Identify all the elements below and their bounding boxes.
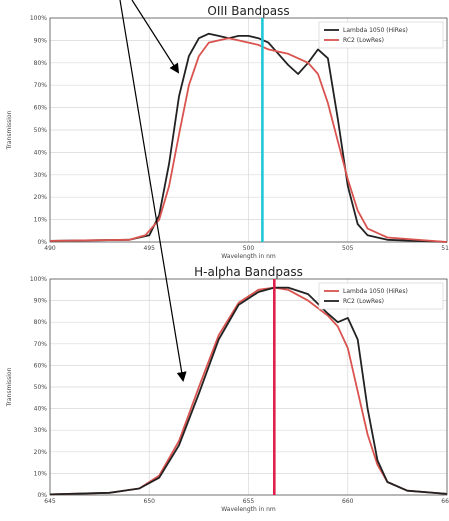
y-tick-label: 40%: [34, 406, 48, 413]
y-tick-label: 20%: [34, 449, 48, 456]
y-tick-label: 90%: [34, 37, 48, 44]
x-tick-label: 505: [342, 245, 354, 252]
y-tick-label: 80%: [34, 60, 48, 67]
y-tick-label: 20%: [34, 194, 48, 201]
y-tick-label: 30%: [34, 427, 48, 434]
x-tick-label: 510: [441, 245, 449, 252]
x-tick-label: 660: [342, 498, 354, 505]
y-tick-label: 0%: [37, 492, 47, 499]
chart-panel-2: 0% 10% 20% 30% 40% 50% 60% 70% 80% 90% 100% 645 650 6…: [6, 265, 449, 513]
y-tick-label: 60%: [34, 362, 48, 369]
plot-frame: [49, 278, 448, 496]
annotation-arrow-2: [119, 0, 187, 382]
y-tick-label: 100%: [30, 15, 47, 22]
y-tick-label: 30%: [34, 172, 48, 179]
y-tick-label: 50%: [34, 127, 48, 134]
y-tick-label: 0%: [37, 239, 47, 246]
chart-panel-1: 0% 10% 20% 30% 40% 50% 60% 70% 80% 90% 100% 490 495 5…: [6, 4, 449, 260]
x-tick-label: 650: [144, 498, 156, 505]
annotation-arrow-1: [131, 0, 180, 74]
legend-label: RC2 (LowRes): [343, 37, 384, 44]
y-axis-label: Transmission: [6, 367, 13, 407]
y-tick-label: 100%: [30, 276, 47, 283]
y-tick-label: 60%: [34, 105, 48, 112]
series-line-1: [49, 286, 448, 496]
series-line-2: [49, 37, 448, 243]
y-tick-label: 10%: [34, 470, 48, 477]
legend-label: RC2 (LowRes): [343, 298, 384, 305]
y-tick-label: 70%: [34, 341, 48, 348]
x-tick-label: 655: [243, 498, 255, 505]
y-axis-label: Transmission: [6, 110, 13, 150]
plot-frame: [49, 17, 448, 243]
legend-box: [318, 21, 444, 49]
x-tick-label: 645: [44, 498, 56, 505]
chart-title: OIII Bandpass: [207, 4, 289, 18]
y-tick-label: 80%: [34, 319, 48, 326]
x-tick-label: 665: [441, 498, 449, 505]
x-axis-label: Wavelength in nm: [221, 253, 276, 260]
legend-box: [318, 282, 444, 310]
legend-label: Lambda 1050 (HiRes): [343, 288, 408, 295]
y-tick-label: 10%: [34, 217, 48, 224]
y-tick-label: 50%: [34, 384, 48, 391]
y-tick-label: 40%: [34, 149, 48, 156]
x-tick-label: 490: [44, 245, 56, 252]
y-tick-label: 90%: [34, 298, 48, 305]
x-axis-label: Wavelength in nm: [221, 506, 276, 513]
x-tick-label: 495: [144, 245, 156, 252]
legend-label: Lambda 1050 (HiRes): [343, 27, 408, 34]
series-line-2: [49, 286, 448, 496]
chart-title: H-alpha Bandpass: [194, 265, 303, 279]
x-tick-label: 500: [243, 245, 255, 252]
y-tick-label: 70%: [34, 82, 48, 89]
